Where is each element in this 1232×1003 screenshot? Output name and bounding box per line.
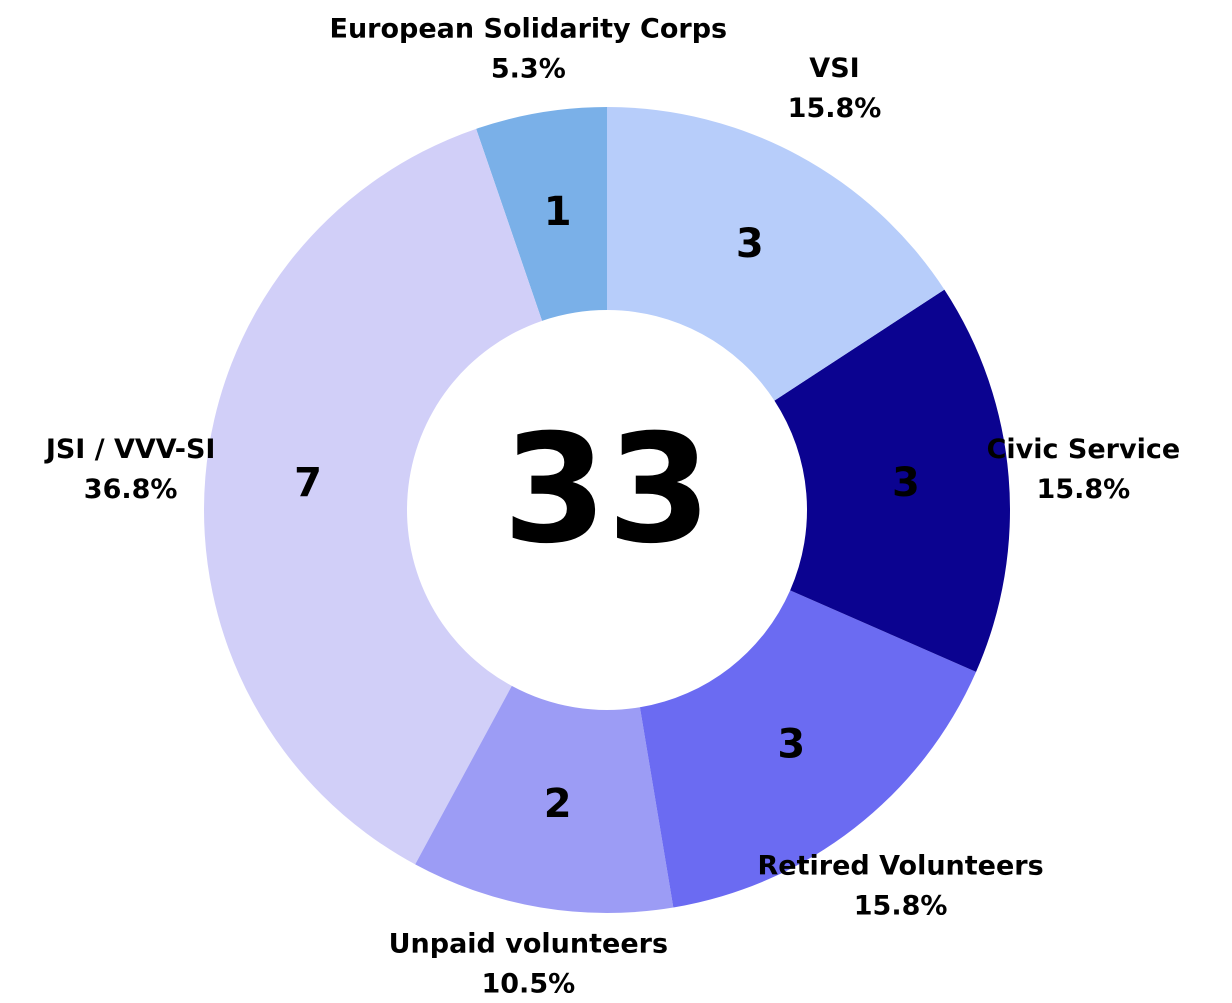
category-label: VSI [809,53,859,84]
percent-label: 10.5% [481,969,575,1000]
value-label: 1 [544,189,572,235]
donut-slice [476,107,607,321]
category-label: European Solidarity Corps [330,14,728,45]
value-label: 2 [544,781,572,827]
donut-slice [639,590,977,908]
value-label: 3 [892,460,920,506]
percent-label: 15.8% [1037,474,1131,505]
category-label: Retired Volunteers [757,851,1043,882]
donut-slice [204,128,543,865]
category-label: Civic Service [987,434,1181,465]
value-label: 7 [294,460,322,506]
percent-label: 15.8% [788,93,882,124]
percent-label: 15.8% [854,891,948,922]
donut-slice [774,289,1010,672]
category-label: JSI / VVV-SI [44,434,216,465]
percent-label: 5.3% [491,54,566,85]
value-label: 3 [777,722,805,768]
value-label: 3 [736,221,764,267]
category-label: Unpaid volunteers [389,929,668,960]
donut-slice [607,107,945,401]
percent-label: 36.8% [84,474,178,505]
center-label: 33 [503,403,712,577]
donut-slice [415,685,674,914]
